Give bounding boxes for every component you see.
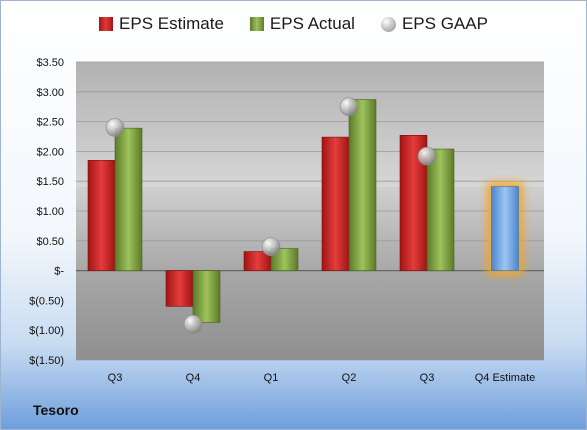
legend-label-estimate: EPS Estimate <box>119 14 224 33</box>
y-tick-label: $2.50 <box>36 117 64 129</box>
x-tick-label: Q1 <box>264 372 279 384</box>
point-eps-gaap <box>261 237 281 257</box>
legend: EPS Estimate EPS Actual EPS GAAP <box>0 14 587 34</box>
bar-eps-estimate <box>165 270 194 307</box>
x-tick-label: Q2 <box>342 372 357 384</box>
x-tick-label: Q4 Estimate <box>475 372 536 384</box>
bar-eps-actual <box>270 248 299 271</box>
legend-swatch-estimate <box>99 17 114 31</box>
x-tick-label: Q4 <box>186 372 201 384</box>
legend-item-estimate: EPS Estimate <box>99 14 224 34</box>
legend-label-actual: EPS Actual <box>269 14 355 33</box>
bar-eps-estimate <box>321 136 350 271</box>
bar-eps-actual <box>114 127 143 271</box>
point-eps-gaap <box>417 146 437 166</box>
y-tick-label: $3.50 <box>36 57 64 69</box>
y-tick-label: $(1.00) <box>29 325 64 337</box>
y-tick-label: $1.00 <box>36 206 64 218</box>
legend-swatch-actual <box>249 17 264 31</box>
legend-item-actual: EPS Actual <box>249 14 355 34</box>
x-tick-label: Q3 <box>108 372 123 384</box>
y-tick-label: $1.50 <box>36 176 64 188</box>
point-eps-gaap <box>183 314 203 334</box>
legend-item-gaap: EPS GAAP <box>380 14 488 34</box>
y-tick-label: $3.00 <box>36 87 64 99</box>
point-eps-gaap <box>105 118 125 137</box>
y-tick-label: $(1.50) <box>29 355 64 367</box>
company-name: Tesoro <box>33 402 79 418</box>
y-tick-label: $2.00 <box>36 146 64 158</box>
bar-eps-estimate-forecast <box>491 186 519 271</box>
x-tick-label: Q3 <box>420 372 435 384</box>
legend-swatch-gaap <box>380 16 396 32</box>
bar-eps-actual <box>426 148 455 271</box>
bar-eps-estimate <box>87 160 116 271</box>
bar-eps-actual <box>192 270 221 323</box>
y-tick-label: $- <box>54 266 64 278</box>
legend-label-gaap: EPS GAAP <box>401 14 488 33</box>
y-tick-label: $0.50 <box>36 236 64 248</box>
point-eps-gaap <box>339 97 359 116</box>
y-tick-label: $(0.50) <box>29 295 64 307</box>
bar-eps-actual <box>348 99 377 271</box>
